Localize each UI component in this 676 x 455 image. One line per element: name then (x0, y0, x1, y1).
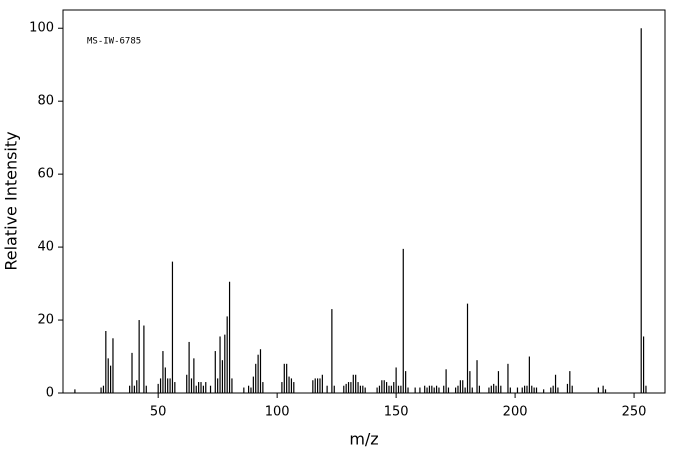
plot-frame (62, 9, 666, 394)
y-tick-label: 60 (37, 167, 54, 182)
y-tick-label: 40 (37, 240, 54, 255)
x-tick-label: 100 (265, 405, 290, 420)
x-tick-label: 250 (622, 405, 647, 420)
y-axis-label: Relative Intensity (2, 131, 21, 270)
x-tick-label: 150 (384, 405, 409, 420)
y-tick-label: 100 (29, 21, 54, 36)
x-tick-label: 200 (503, 405, 528, 420)
y-tick-label: 80 (37, 94, 54, 109)
y-tick-label: 20 (37, 313, 54, 328)
x-tick-label: 50 (150, 405, 167, 420)
y-tick-label: 0 (46, 386, 54, 401)
x-axis-label: m/z (349, 430, 378, 449)
annotation: MS-IW-6785 (87, 37, 141, 47)
